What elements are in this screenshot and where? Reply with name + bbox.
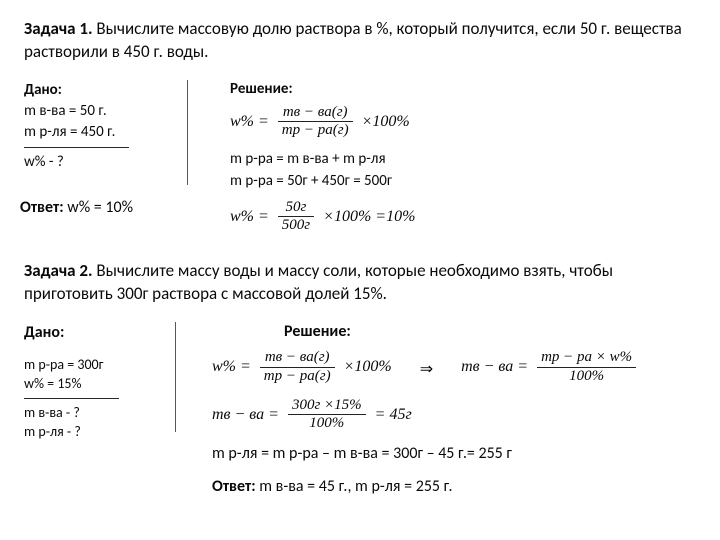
dano-line: m р-ля = 450 г. [24,122,174,143]
formula-tail: ×100% =10% [323,208,415,226]
formula-wresult: w% = 50г 500г ×100% =10% [230,199,415,235]
frac-num: mв − ва(г) [261,349,334,366]
dano-separator [24,398,119,399]
frac-den: 100% [305,415,348,432]
frac-den: 100% [565,368,608,385]
formula-lhs: w% = [230,208,269,226]
page-root: Задача 1. Вычислите массовую долю раство… [0,0,720,540]
dano-line: m в-ва - ? [24,403,162,423]
fraction: mв − ва(г) mр − ра(г) [278,104,353,140]
divider-line [175,322,176,432]
dano-label: Дано: [24,322,162,344]
problem1-answer: Ответ: w% = 10% [20,197,174,219]
solution-label: Решение: [230,80,415,98]
answer-label: Ответ: [20,198,64,217]
formula-tail: ×100% [362,113,410,131]
dano-line: m р-ра = 300г [24,355,162,375]
dano-line: m в-ва = 50 г. [24,101,174,122]
dano-line: m р-ля - ? [24,422,162,442]
problem1-body: Дано: m в-ва = 50 г. m р-ля = 450 г. w% … [24,80,696,245]
formula-wpercent: w% = mв − ва(г) mр − ра(г) ×100% [230,104,415,140]
problem2-answer: Ответ: m в-ва = 45 г., m р-ля = 255 г. [212,477,639,496]
formula-tail: ×100% [344,358,392,376]
problem2-dano: Дано: m р-ра = 300г w% = 15% m в-ва - ? … [24,322,176,496]
answer-text: w% = 10% [67,198,133,217]
formula-lhs: w% = [230,113,269,131]
problem1-label: Задача 1. [24,18,93,39]
frac-num: mв − ва(г) [279,104,352,121]
problem2-title: Задача 2. Вычислите массу воды и массу с… [24,260,696,306]
formula-wpercent: w% = mв − ва(г) mр − ра(г) ×100% [212,349,392,385]
dano-line: w% - ? [24,152,174,173]
formula-row: w% = mв − ва(г) mр − ра(г) ×100% ⇒ mв − … [212,343,639,395]
fraction: mр − ра × w% 100% [537,349,636,385]
formula-lhs: mв − ва = [212,406,279,424]
frac-num: 300г ×15% [288,397,366,414]
problem1-title: Задача 1. Вычислите массовую долю раство… [24,18,696,64]
problem2-solution: Решение: w% = mв − ва(г) mр − ра(г) ×100… [176,322,639,496]
calc-line: m р-ра = 50г + 450г = 500г [230,171,415,193]
dano-label: Дано: [24,80,174,101]
problem1-solution: Решение: w% = mв − ва(г) mр − ра(г) ×100… [188,80,415,245]
formula-lhs: mв − ва = [461,358,528,376]
fraction: 300г ×15% 100% [288,397,366,433]
fraction: mв − ва(г) mр − ра(г) [260,349,335,385]
formula-mvva: mв − ва = mр − ра × w% 100% [461,349,639,385]
formula-tail: = 45г [375,406,412,424]
problem2-label: Задача 2. [24,260,93,281]
answer-text: m в-ва = 45 г., m р-ля = 255 г. [259,477,452,496]
frac-num: mр − ра × w% [537,349,636,366]
arrow: ⇒ [420,359,433,379]
frac-den: mр − ра(г) [278,122,353,139]
answer-label: Ответ: [212,477,256,496]
problem2-text: Вычислите массу воды и массу соли, котор… [24,260,613,304]
problem2-body: Дано: m р-ра = 300г w% = 15% m в-ва - ? … [24,322,696,496]
frac-den: 500г [278,217,314,234]
spacer [24,345,162,355]
dano-line: w% = 15% [24,374,162,394]
calc-line: m р-ля = m р-ра – m в-ва = 300г – 45 г.=… [212,442,639,465]
divider-line [187,80,188,185]
frac-num: 50г [282,199,311,216]
frac-den: mр − ра(г) [260,368,335,385]
problem1-dano: Дано: m в-ва = 50 г. m р-ля = 450 г. w% … [24,80,188,245]
formula-lhs: w% = [212,358,251,376]
formula-mvva-result: mв − ва = 300г ×15% 100% = 45г [212,397,639,433]
fraction: 50г 500г [278,199,314,235]
solution-label: Решение: [284,322,639,341]
calc-line: m р-ра = m в-ва + m р-ля [230,149,415,171]
dano-separator [24,147,129,148]
problem1-text: Вычислите массовую долю раствора в %, ко… [24,18,682,62]
